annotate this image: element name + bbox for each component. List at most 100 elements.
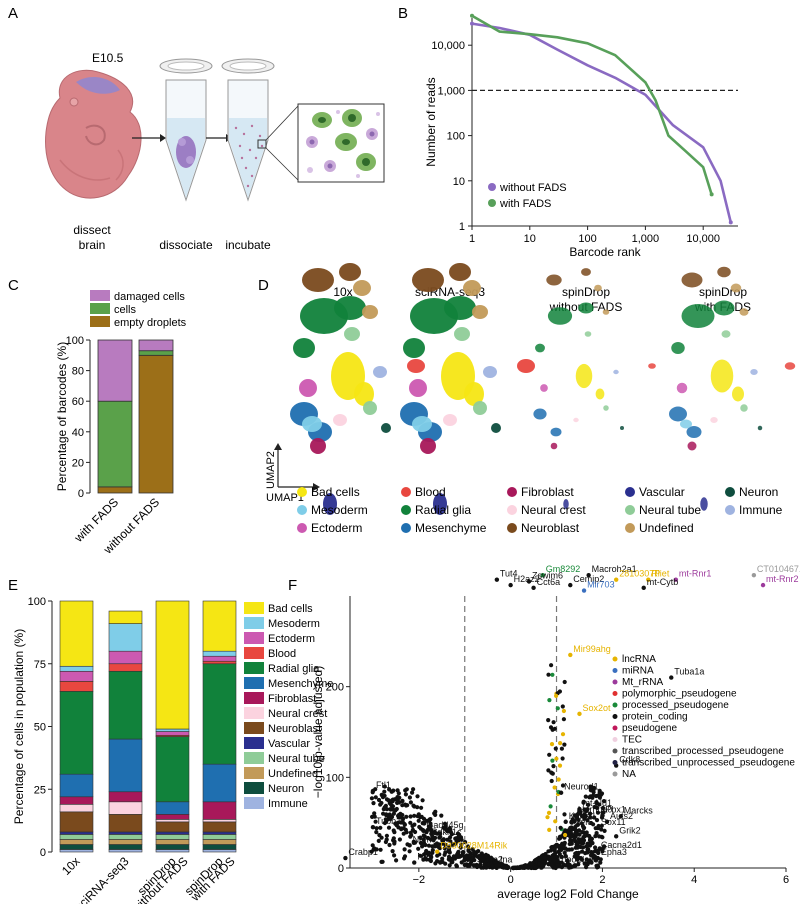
data-point bbox=[547, 752, 552, 757]
bar-segment bbox=[155, 736, 190, 803]
legend-marker bbox=[401, 505, 411, 515]
legend-swatch bbox=[244, 767, 264, 779]
bar-segment bbox=[202, 655, 237, 662]
x-axis-label: Barcode rank bbox=[569, 245, 641, 259]
gene-point bbox=[540, 572, 545, 578]
data-point bbox=[600, 847, 605, 852]
data-point bbox=[584, 830, 589, 835]
data-point bbox=[374, 830, 379, 835]
y-tick-label: 0 bbox=[338, 863, 344, 875]
chart-volcano: 0 100 200 −2 0 2 4 6 average log2 Fold Change −lo… bbox=[311, 564, 800, 901]
gene-point bbox=[526, 579, 532, 584]
umap-cluster-vascular bbox=[433, 493, 447, 515]
gene-label: CT010467.1 bbox=[757, 564, 800, 574]
umap-cluster-radial-glia bbox=[403, 338, 425, 358]
umap-cluster-fibroblast bbox=[420, 438, 436, 454]
legend-swatch bbox=[244, 632, 264, 644]
umap-cluster-mesoderm bbox=[412, 416, 432, 432]
legend-marker bbox=[507, 487, 517, 497]
legend-swatch bbox=[244, 722, 264, 734]
tube-dissociate-illustration bbox=[159, 58, 213, 202]
data-point bbox=[557, 851, 562, 857]
data-point bbox=[552, 785, 557, 790]
bar-segment bbox=[97, 339, 133, 402]
data-point bbox=[432, 830, 437, 835]
umap-cluster-radial-glia bbox=[713, 300, 735, 316]
data-point bbox=[593, 834, 598, 839]
gene-point bbox=[572, 863, 578, 868]
bar-segment bbox=[59, 796, 94, 805]
data-point bbox=[593, 845, 598, 850]
data-point bbox=[379, 859, 384, 865]
umap-axis-x-label: UMAP1 bbox=[266, 492, 304, 504]
gene-point bbox=[613, 834, 619, 839]
panel-letter-a: A bbox=[8, 5, 18, 22]
legend-label: Neural crest bbox=[268, 708, 327, 720]
gene-label: H2az2 bbox=[514, 574, 540, 584]
data-point bbox=[448, 827, 453, 832]
data-point bbox=[433, 812, 438, 818]
series-line-with-fads bbox=[471, 14, 713, 195]
data-point bbox=[391, 811, 396, 816]
data-point bbox=[556, 777, 561, 782]
data-point bbox=[392, 830, 397, 835]
data-point bbox=[427, 818, 432, 823]
data-point bbox=[391, 836, 396, 841]
panel-letter-d: D bbox=[258, 277, 269, 294]
legend-swatch bbox=[244, 677, 264, 689]
data-point bbox=[563, 832, 568, 838]
umap-cluster-bad-cells bbox=[732, 386, 744, 402]
volcano-points bbox=[369, 663, 607, 871]
data-point bbox=[562, 812, 567, 817]
data-point bbox=[384, 837, 389, 842]
data-point bbox=[549, 778, 554, 784]
gene-point bbox=[577, 711, 582, 717]
bar-segment bbox=[108, 670, 143, 740]
legend-marker bbox=[488, 199, 496, 207]
data-point bbox=[568, 838, 573, 843]
legend-swatch bbox=[90, 290, 110, 301]
gene-labels: Gm8292 Macroh2a1 CT010467.1 Tut4 Zswim6 28103… bbox=[343, 564, 800, 868]
x-tick-label: 0 bbox=[508, 874, 514, 886]
gene-point bbox=[531, 585, 536, 591]
gene-label: mt-Rnr1 bbox=[679, 569, 712, 579]
bar-segment bbox=[155, 814, 190, 820]
legend-label: cells bbox=[114, 304, 137, 316]
data-point bbox=[448, 835, 453, 840]
gene-label: Nefm bbox=[413, 834, 435, 844]
umap-cluster-radial-glia bbox=[681, 304, 715, 328]
data-point bbox=[559, 834, 564, 839]
data-point bbox=[371, 801, 376, 806]
bar-segment bbox=[155, 728, 190, 732]
data-point bbox=[428, 858, 433, 864]
legend-label: miRNA bbox=[622, 666, 654, 677]
gene-label: Epha3 bbox=[601, 847, 627, 857]
data-point bbox=[567, 865, 572, 870]
data-point bbox=[561, 708, 567, 714]
data-point bbox=[369, 849, 374, 854]
data-point bbox=[410, 823, 415, 829]
stage-label: E10.5 bbox=[92, 51, 124, 65]
legend-label: Radial glia bbox=[268, 663, 320, 675]
y-tick-label: 10,000 bbox=[431, 40, 465, 52]
gene-point bbox=[669, 675, 674, 680]
legend-marker bbox=[297, 523, 307, 533]
bar-segment bbox=[155, 821, 190, 833]
data-point bbox=[588, 811, 593, 816]
bar-segment bbox=[59, 600, 94, 667]
data-point bbox=[483, 852, 489, 858]
data-point bbox=[427, 850, 432, 856]
legend-label: processed_pseudogene bbox=[622, 700, 729, 711]
data-point bbox=[503, 865, 508, 870]
data-point bbox=[388, 807, 393, 812]
gene-point bbox=[595, 825, 601, 831]
umap-cluster-mesoderm bbox=[302, 416, 322, 432]
y-axis-label: −log10(p-value adjusted) bbox=[311, 666, 325, 798]
data-point bbox=[389, 802, 394, 807]
data-point bbox=[384, 833, 389, 838]
data-point bbox=[565, 858, 570, 863]
data-point bbox=[416, 818, 421, 823]
data-point bbox=[478, 855, 483, 860]
legend-marker bbox=[725, 505, 735, 515]
legend-marker bbox=[401, 523, 411, 533]
